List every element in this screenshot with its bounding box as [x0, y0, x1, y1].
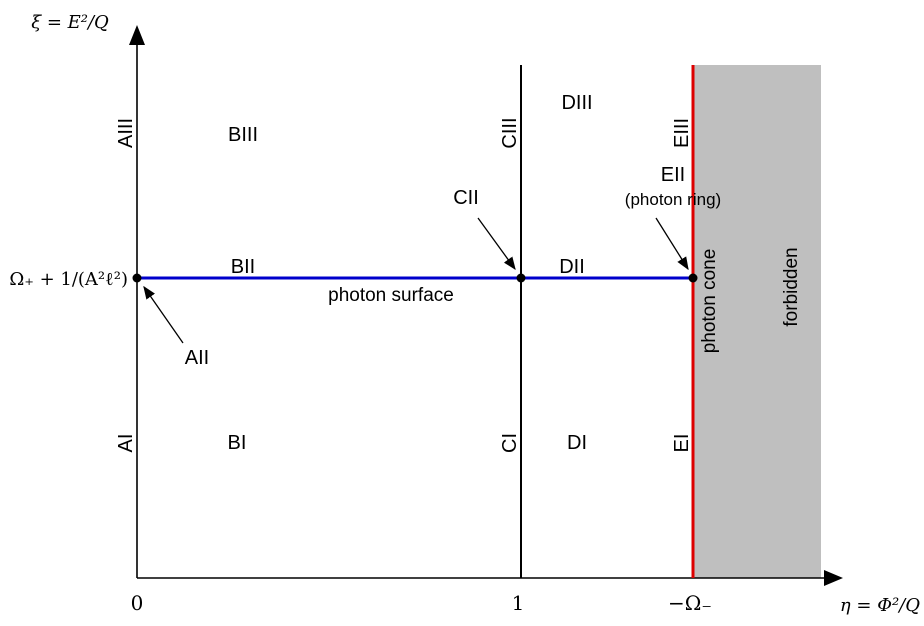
callout-AII: AII — [185, 347, 209, 369]
region-label-CI: CI — [499, 433, 521, 453]
region-label-CIII: CIII — [499, 117, 521, 148]
region-label-DII: DII — [559, 256, 585, 278]
region-label-AIII: AIII — [115, 118, 137, 148]
callout-EII: EII — [661, 164, 685, 186]
point-CII — [516, 273, 526, 283]
region-label-DIII: DIII — [561, 92, 592, 114]
forbidden-label: forbidden — [781, 247, 802, 326]
photon-surface-label: photon surface — [328, 285, 454, 306]
arrow-AII — [143, 285, 184, 344]
region-label-EI: EI — [671, 434, 693, 453]
photon-cone-label: photon cone — [699, 249, 720, 354]
forbidden-region — [693, 65, 821, 578]
region-label-EIII: EIII — [671, 118, 693, 148]
x-axis-label: η = Φ²/Q — [840, 595, 920, 616]
callout-CII: CII — [453, 187, 479, 209]
y-axis-arrowhead — [129, 25, 145, 45]
arrow-CII — [477, 217, 516, 271]
y-tick-omega-plus: Ω₊ + 1/(A²ℓ²) — [9, 269, 128, 290]
point-AII — [132, 273, 142, 283]
callout-EII-note: (photon ring) — [625, 190, 721, 209]
x-tick-1: 1 — [512, 591, 525, 615]
region-label-BI: BI — [228, 432, 247, 454]
point-EII — [688, 273, 698, 283]
arrow-EII — [655, 217, 689, 271]
y-axis-label: ξ = E²/Q — [31, 12, 109, 33]
region-label-DI: DI — [567, 432, 587, 454]
region-label-AI: AI — [115, 434, 137, 453]
region-label-BIII: BIII — [228, 124, 258, 146]
x-axis-arrowhead — [824, 570, 843, 586]
x-tick-minus-omega: −Ω₋ — [668, 591, 712, 615]
region-label-BII: BII — [231, 256, 255, 278]
x-tick-0: 0 — [131, 591, 144, 615]
